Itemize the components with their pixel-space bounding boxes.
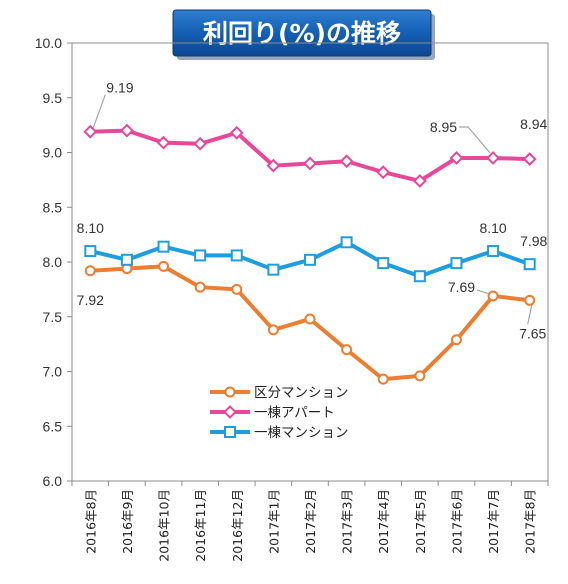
data-point	[84, 265, 96, 277]
data-point	[158, 260, 170, 272]
leader-line	[459, 126, 491, 154]
legend-label: 一棟マンション	[254, 425, 349, 441]
data-point	[304, 253, 316, 266]
x-tick-label: 2016年10月	[157, 489, 172, 562]
data-point	[486, 151, 500, 165]
y-tick-label: 10.0	[35, 35, 62, 51]
x-tick-label: 2017年8月	[523, 489, 538, 554]
data-label: 8.94	[520, 116, 547, 132]
data-point	[376, 165, 391, 180]
x-axis-ticks: 2016年8月 2016年9月 2016年10月 2016年11月 2016年12月 20…	[71, 481, 549, 562]
data-point	[414, 370, 426, 382]
y-tick-label: 6.5	[43, 418, 63, 434]
data-point	[266, 158, 281, 173]
legend-item-0: 区分マンション	[210, 385, 349, 401]
y-tick-label: 9.5	[43, 90, 63, 106]
legend-item-2: 一棟マンション	[210, 425, 349, 441]
x-tick-label: 2017年6月	[449, 489, 464, 554]
data-label: 9.19	[106, 80, 133, 96]
data-point	[193, 136, 208, 151]
x-tick-label: 2017年3月	[340, 489, 355, 554]
data-point	[120, 253, 133, 266]
data-point	[231, 283, 243, 295]
legend-marker	[223, 405, 237, 419]
title-banner	[172, 9, 432, 57]
data-point	[194, 281, 206, 293]
data-point	[83, 124, 98, 139]
data-label: 7.65	[519, 325, 546, 341]
data-point	[157, 240, 170, 253]
data-label: 7.69	[448, 279, 475, 295]
legend-marker	[224, 386, 236, 398]
data-point	[487, 245, 500, 258]
legend-label: 区分マンション	[254, 385, 349, 401]
data-point	[84, 245, 97, 258]
chart-title: 利回り(%)の推移	[203, 19, 401, 48]
data-label: 8.95	[430, 119, 457, 135]
data-point	[267, 324, 279, 336]
legend-marker	[224, 426, 236, 438]
series-0	[84, 260, 536, 385]
x-tick-label: 2016年12月	[230, 489, 245, 562]
data-point	[377, 257, 390, 270]
y-tick-label: 6.0	[43, 473, 63, 489]
y-tick-label: 8.5	[43, 199, 63, 215]
data-point	[194, 249, 207, 262]
leader-line	[527, 305, 533, 325]
y-tick-label: 8.0	[43, 254, 63, 270]
data-point	[339, 154, 354, 169]
y-tick-label: 9.0	[43, 145, 63, 161]
x-tick-label: 2017年1月	[266, 489, 281, 554]
series-2	[84, 236, 536, 283]
x-tick-label: 2016年9月	[120, 489, 135, 554]
data-point	[340, 236, 353, 249]
data-point	[267, 263, 280, 276]
legend-item-1: 一棟アパート	[210, 405, 335, 421]
x-tick-label: 2017年2月	[303, 489, 318, 554]
y-axis-ticks: 6.0 6.5 7.0 7.5 8.0 8.5 9.0 9.5 10.0	[35, 35, 72, 489]
legend-label: 一棟アパート	[254, 405, 335, 421]
data-label: 8.10	[77, 220, 104, 236]
data-point	[487, 290, 499, 302]
data-point	[450, 334, 462, 346]
data-point	[377, 373, 389, 385]
data-point	[450, 257, 463, 270]
x-tick-label: 2017年5月	[413, 489, 428, 554]
data-point	[230, 249, 243, 262]
x-tick-label: 2016年11月	[193, 489, 208, 562]
data-point	[524, 294, 536, 306]
data-point	[523, 258, 536, 271]
data-point	[120, 123, 134, 138]
data-point	[413, 270, 426, 283]
data-point	[229, 125, 244, 140]
leader-line	[92, 94, 106, 128]
annotation-leaders	[92, 94, 533, 325]
x-tick-label: 2017年7月	[486, 489, 501, 554]
data-point	[449, 151, 464, 165]
data-point	[156, 135, 171, 150]
series-1	[83, 123, 537, 188]
data-labels: 9.19 8.95 8.94 8.10 8.10 7.98 7.92 7.69 7.65	[77, 80, 548, 342]
data-label: 7.92	[77, 292, 104, 308]
y-tick-label: 7.5	[43, 309, 63, 325]
y-tick-label: 7.0	[43, 364, 63, 380]
data-point	[304, 313, 316, 325]
data-point	[303, 156, 317, 171]
data-point	[412, 174, 427, 188]
series-line	[90, 128, 530, 183]
series-layer	[83, 123, 537, 385]
data-label: 7.98	[520, 233, 547, 249]
data-point	[341, 344, 353, 356]
data-point	[522, 152, 537, 166]
x-tick-label: 2017年4月	[376, 489, 391, 554]
leader-line	[476, 289, 490, 295]
data-label: 8.10	[479, 220, 506, 236]
x-tick-label: 2016年8月	[83, 489, 98, 554]
